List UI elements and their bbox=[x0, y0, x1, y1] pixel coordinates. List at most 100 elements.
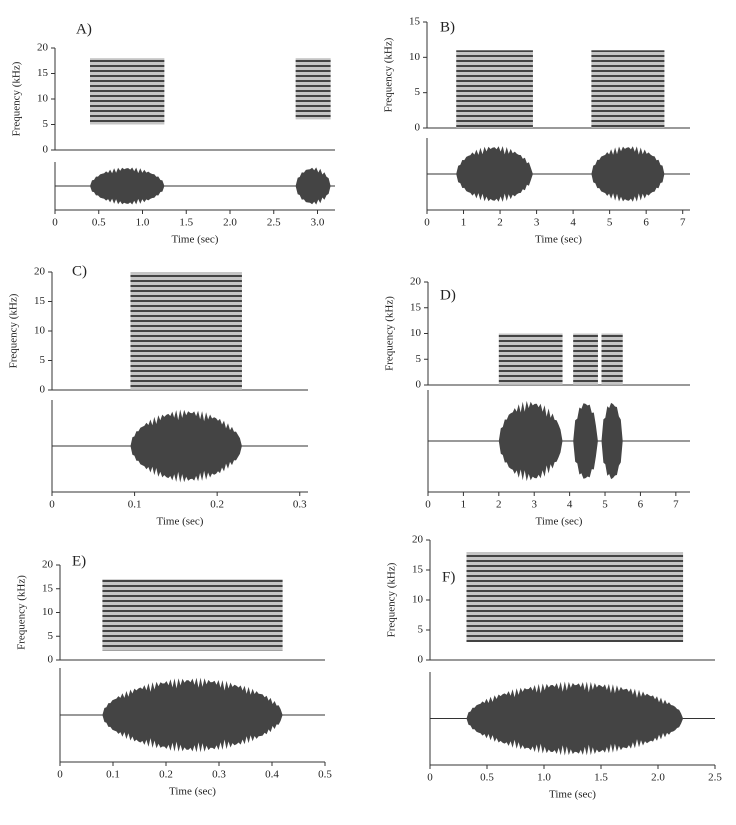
y-tick-label: 10 bbox=[37, 93, 49, 105]
y-tick-label: 10 bbox=[42, 606, 54, 618]
x-tick-label: 3.0 bbox=[311, 217, 325, 229]
spectrogram-segment bbox=[90, 58, 165, 125]
waveform bbox=[573, 403, 598, 479]
waveform bbox=[456, 146, 533, 202]
y-axis-label: Frequency (kHz) bbox=[16, 575, 28, 650]
y-tick-label: 5 bbox=[43, 118, 49, 130]
x-axis-label: Time (sec) bbox=[169, 786, 216, 798]
x-tick-label: 1 bbox=[461, 217, 467, 229]
x-tick-label: 1 bbox=[461, 499, 467, 511]
y-tick-label: 20 bbox=[37, 42, 49, 54]
x-axis-label: Time (sec) bbox=[549, 789, 596, 801]
x-tick-label: 6 bbox=[638, 499, 644, 511]
x-tick-label: 0.3 bbox=[293, 499, 307, 511]
spectrogram-segment bbox=[295, 58, 331, 120]
y-tick-label: 15 bbox=[410, 301, 422, 313]
x-tick-label: 1.0 bbox=[537, 772, 551, 784]
y-tick-label: 15 bbox=[42, 582, 54, 594]
y-axis-label: Frequency (kHz) bbox=[383, 37, 395, 112]
y-tick-label: 0 bbox=[418, 654, 424, 666]
y-tick-label: 0 bbox=[40, 384, 46, 396]
x-tick-label: 0.1 bbox=[106, 769, 120, 781]
x-tick-label: 0 bbox=[52, 217, 58, 229]
x-tick-label: 0 bbox=[427, 772, 433, 784]
y-tick-label: 5 bbox=[416, 353, 422, 365]
panel-label: E) bbox=[72, 553, 86, 569]
y-tick-label: 15 bbox=[37, 67, 49, 79]
y-tick-label: 20 bbox=[410, 276, 422, 288]
x-tick-label: 1.5 bbox=[594, 772, 608, 784]
x-tick-label: 1.0 bbox=[136, 217, 150, 229]
x-tick-label: 4 bbox=[570, 217, 576, 229]
y-axis-label: Frequency (kHz) bbox=[8, 293, 20, 368]
y-tick-label: 0 bbox=[416, 379, 422, 391]
x-tick-label: 2 bbox=[497, 217, 503, 229]
x-tick-label: 0 bbox=[424, 217, 430, 229]
x-tick-label: 0.5 bbox=[480, 772, 494, 784]
waveform bbox=[498, 400, 563, 482]
y-tick-label: 5 bbox=[415, 86, 421, 98]
x-tick-label: 0 bbox=[425, 499, 431, 511]
y-tick-label: 10 bbox=[34, 325, 46, 337]
x-tick-label: 2 bbox=[496, 499, 502, 511]
x-tick-label: 0.2 bbox=[210, 499, 224, 511]
x-tick-label: 2.0 bbox=[651, 772, 665, 784]
x-tick-label: 2.0 bbox=[223, 217, 237, 229]
y-tick-label: 20 bbox=[42, 559, 54, 571]
waveform bbox=[591, 146, 665, 202]
y-tick-label: 5 bbox=[40, 354, 46, 366]
y-axis-label: Frequency (kHz) bbox=[384, 296, 396, 371]
y-axis-label: Frequency (kHz) bbox=[386, 562, 398, 637]
spectrogram-segment bbox=[498, 333, 563, 385]
x-tick-label: 4 bbox=[567, 499, 573, 511]
spectrogram-segment bbox=[466, 552, 684, 642]
x-tick-label: 1.5 bbox=[179, 217, 193, 229]
waveform bbox=[466, 681, 684, 756]
x-tick-label: 3 bbox=[531, 499, 537, 511]
spectrogram-segment bbox=[102, 579, 283, 651]
x-tick-label: 0.2 bbox=[159, 769, 173, 781]
x-tick-label: 2.5 bbox=[708, 772, 722, 784]
x-tick-label: 7 bbox=[680, 217, 686, 229]
panel-label: B) bbox=[440, 19, 455, 35]
spectrogram-segment bbox=[601, 333, 623, 385]
x-tick-label: 5 bbox=[607, 217, 613, 229]
panel-label: F) bbox=[442, 569, 455, 585]
x-tick-label: 0.5 bbox=[318, 769, 332, 781]
x-tick-label: 6 bbox=[643, 217, 649, 229]
y-tick-label: 20 bbox=[34, 266, 46, 278]
y-tick-label: 15 bbox=[412, 564, 424, 576]
waveform bbox=[102, 677, 283, 753]
y-tick-label: 20 bbox=[412, 534, 424, 546]
waveform bbox=[295, 167, 331, 205]
y-tick-label: 0 bbox=[43, 144, 49, 156]
spectrogram-segment bbox=[573, 333, 598, 385]
x-tick-label: 0 bbox=[49, 499, 55, 511]
y-tick-label: 5 bbox=[48, 630, 54, 642]
spectrogram-segment bbox=[591, 50, 665, 129]
x-tick-label: 0.1 bbox=[128, 499, 142, 511]
waveform bbox=[130, 409, 242, 483]
y-tick-label: 15 bbox=[409, 16, 421, 28]
x-axis-label: Time (sec) bbox=[535, 234, 582, 246]
x-axis-label: Time (sec) bbox=[172, 234, 219, 246]
waveform bbox=[601, 402, 623, 480]
y-tick-label: 5 bbox=[418, 624, 424, 636]
spectrogram-segment bbox=[456, 50, 533, 129]
panel-label: D) bbox=[440, 287, 456, 303]
x-tick-label: 3 bbox=[534, 217, 540, 229]
y-tick-label: 15 bbox=[34, 295, 46, 307]
y-tick-label: 10 bbox=[409, 51, 421, 63]
x-tick-label: 7 bbox=[673, 499, 679, 511]
y-tick-label: 0 bbox=[415, 122, 421, 134]
y-tick-label: 10 bbox=[412, 594, 424, 606]
y-tick-label: 10 bbox=[410, 327, 422, 339]
x-tick-label: 0.4 bbox=[265, 769, 279, 781]
y-tick-label: 0 bbox=[48, 654, 54, 666]
spectrogram-segment bbox=[130, 272, 242, 390]
x-tick-label: 2.5 bbox=[267, 217, 281, 229]
x-tick-label: 5 bbox=[602, 499, 608, 511]
x-tick-label: 0 bbox=[57, 769, 63, 781]
x-axis-label: Time (sec) bbox=[536, 516, 583, 528]
